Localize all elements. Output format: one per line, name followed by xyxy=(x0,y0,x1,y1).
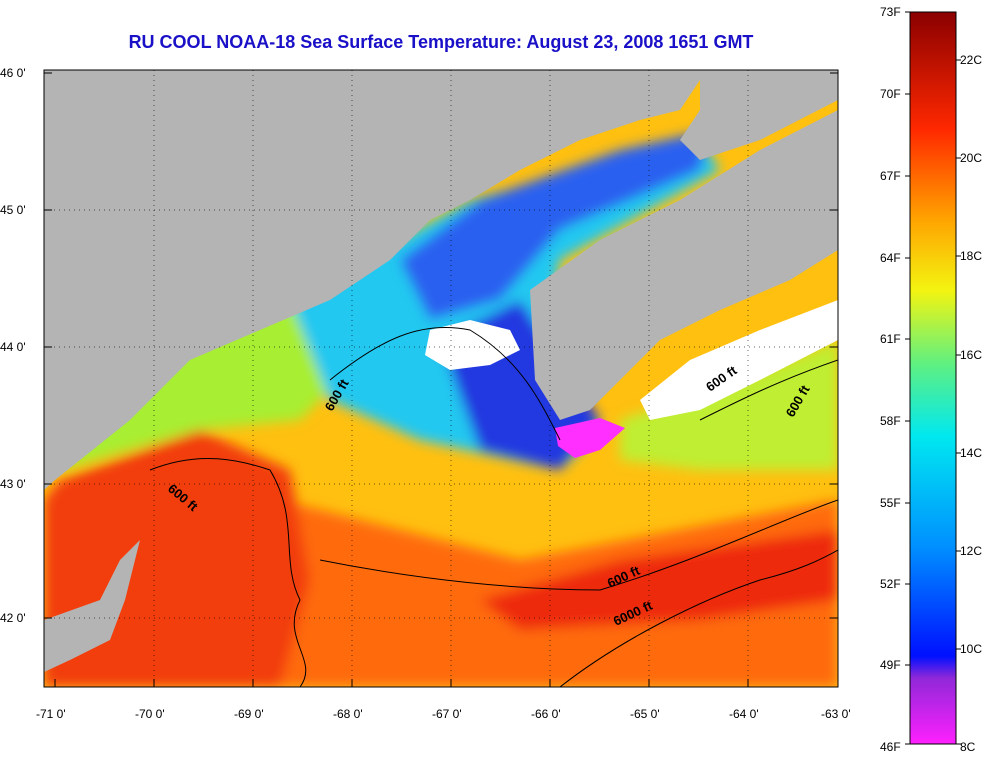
colorbar-c-12: 12C xyxy=(960,544,983,558)
mainland-land xyxy=(44,70,700,490)
lon-label-64: -64 0' xyxy=(729,707,759,721)
colorbar-c-16: 16C xyxy=(960,348,983,362)
colorbar-f-46: 46F xyxy=(880,740,901,754)
lon-label-67: -67 0' xyxy=(432,707,462,721)
colorbar-f-49: 49F xyxy=(880,658,901,672)
colorbar-c-10: 10C xyxy=(960,642,983,656)
colorbar-c-8: 8C xyxy=(960,740,976,754)
lon-label-66: -66 0' xyxy=(531,707,561,721)
lon-label-70: -70 0' xyxy=(135,707,165,721)
cape-cod-land xyxy=(44,540,140,672)
colorbar-f-70: 70F xyxy=(880,87,901,101)
colorbar-f-73: 73F xyxy=(880,5,901,19)
new-brunswick-land xyxy=(680,70,838,160)
colorbar-f-55: 55F xyxy=(880,496,901,510)
map-title: RU COOL NOAA-18 Sea Surface Temperature:… xyxy=(128,32,754,52)
cold-pool-magenta xyxy=(555,418,625,458)
colorbar-f-64: 64F xyxy=(880,251,901,265)
scotian-green xyxy=(620,340,838,470)
contour-600ft-north xyxy=(329,326,561,441)
colorbar-c-20: 20C xyxy=(960,151,983,165)
lat-label-43: 43 0' xyxy=(0,477,26,491)
map-frame xyxy=(43,69,839,688)
contour-600ft-scotian xyxy=(699,359,838,421)
lat-label-42: 42 0' xyxy=(0,611,26,625)
lon-label-63: -63 0' xyxy=(821,707,851,721)
contour-600ft-west xyxy=(149,457,307,687)
cloud-patch-central xyxy=(425,320,520,370)
colorbar-f-52: 52F xyxy=(880,577,901,591)
colorbar-c-22: 22C xyxy=(960,53,983,67)
nova-scotia-land xyxy=(530,110,838,420)
lon-label-65: -65 0' xyxy=(630,707,660,721)
colorbar-c-14: 14C xyxy=(960,446,983,460)
colorbar-c-18: 18C xyxy=(960,249,983,263)
colorbar-f-58: 58F xyxy=(880,414,901,428)
contour-6000ft xyxy=(559,549,838,687)
cloud-patch-east xyxy=(640,300,838,420)
fundy-blue xyxy=(400,130,710,320)
gulf-cyan xyxy=(290,140,720,470)
lat-label-44: 44 0' xyxy=(0,340,26,354)
contour-600ft-south xyxy=(319,499,838,591)
lon-label-68: -68 0' xyxy=(333,707,363,721)
colorbar xyxy=(909,11,957,745)
colorbar-f-61: 61F xyxy=(880,332,901,346)
lat-label-45: 45 0' xyxy=(0,203,26,217)
lat-label-46: 46 0' xyxy=(0,66,26,80)
coastal-green xyxy=(44,300,360,470)
lon-label-69: -69 0' xyxy=(234,707,264,721)
lon-label-71: -71 0' xyxy=(36,707,66,721)
colorbar-f-67: 67F xyxy=(880,169,901,183)
